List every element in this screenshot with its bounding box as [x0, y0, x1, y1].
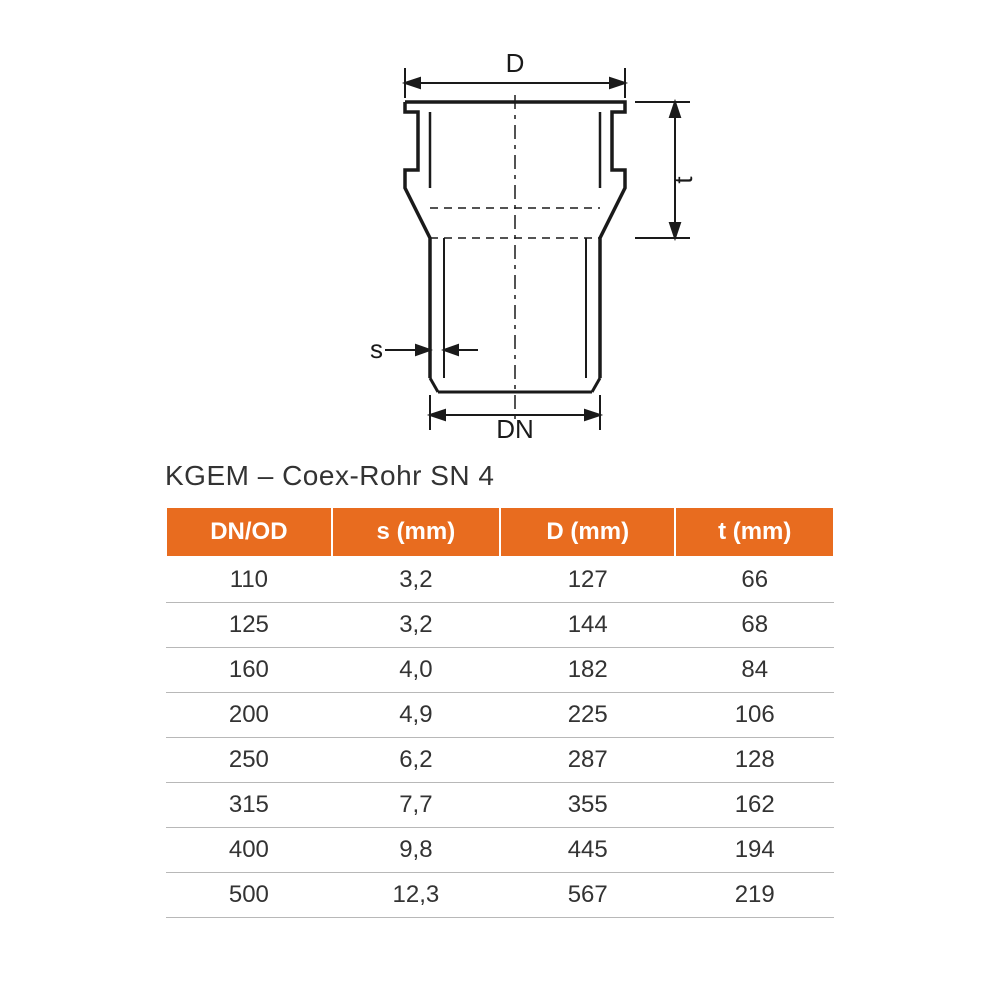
table-cell: 127: [500, 557, 675, 603]
table-cell: 315: [166, 783, 332, 828]
table-header-row: DN/OD s (mm) D (mm) t (mm): [166, 507, 834, 557]
spec-table: DN/OD s (mm) D (mm) t (mm) 1103,21276612…: [165, 506, 835, 918]
table-cell: 250: [166, 738, 332, 783]
table-cell: 355: [500, 783, 675, 828]
col-s: s (mm): [332, 507, 500, 557]
label-DN: DN: [496, 414, 534, 440]
table-cell: 7,7: [332, 783, 500, 828]
table-cell: 200: [166, 693, 332, 738]
table-cell: 160: [166, 648, 332, 693]
pipe-diagram: D t: [230, 40, 770, 440]
label-t: t: [668, 176, 698, 184]
table-cell: 3,2: [332, 603, 500, 648]
table-title: KGEM – Coex-Rohr SN 4: [165, 460, 495, 492]
table-cell: 4,9: [332, 693, 500, 738]
table-cell: 219: [675, 873, 834, 918]
table-cell: 66: [675, 557, 834, 603]
table-row: 1103,212766: [166, 557, 834, 603]
table-cell: 3,2: [332, 557, 500, 603]
table-cell: 445: [500, 828, 675, 873]
table-cell: 125: [166, 603, 332, 648]
table-cell: 225: [500, 693, 675, 738]
table-row: 1604,018284: [166, 648, 834, 693]
table-cell: 287: [500, 738, 675, 783]
table-cell: 4,0: [332, 648, 500, 693]
table-row: 3157,7355162: [166, 783, 834, 828]
col-dn-od: DN/OD: [166, 507, 332, 557]
table-cell: 106: [675, 693, 834, 738]
table-cell: 84: [675, 648, 834, 693]
col-D: D (mm): [500, 507, 675, 557]
table-cell: 9,8: [332, 828, 500, 873]
table-cell: 144: [500, 603, 675, 648]
table-cell: 128: [675, 738, 834, 783]
table-cell: 68: [675, 603, 834, 648]
table-cell: 12,3: [332, 873, 500, 918]
table-cell: 162: [675, 783, 834, 828]
table-row: 4009,8445194: [166, 828, 834, 873]
table-cell: 194: [675, 828, 834, 873]
table-row: 1253,214468: [166, 603, 834, 648]
table-cell: 6,2: [332, 738, 500, 783]
label-s: s: [370, 334, 383, 364]
table-cell: 110: [166, 557, 332, 603]
table-row: 50012,3567219: [166, 873, 834, 918]
table-row: 2004,9225106: [166, 693, 834, 738]
table-row: 2506,2287128: [166, 738, 834, 783]
table-cell: 182: [500, 648, 675, 693]
table-cell: 567: [500, 873, 675, 918]
table-cell: 400: [166, 828, 332, 873]
table-cell: 500: [166, 873, 332, 918]
col-t: t (mm): [675, 507, 834, 557]
label-D: D: [506, 48, 525, 78]
